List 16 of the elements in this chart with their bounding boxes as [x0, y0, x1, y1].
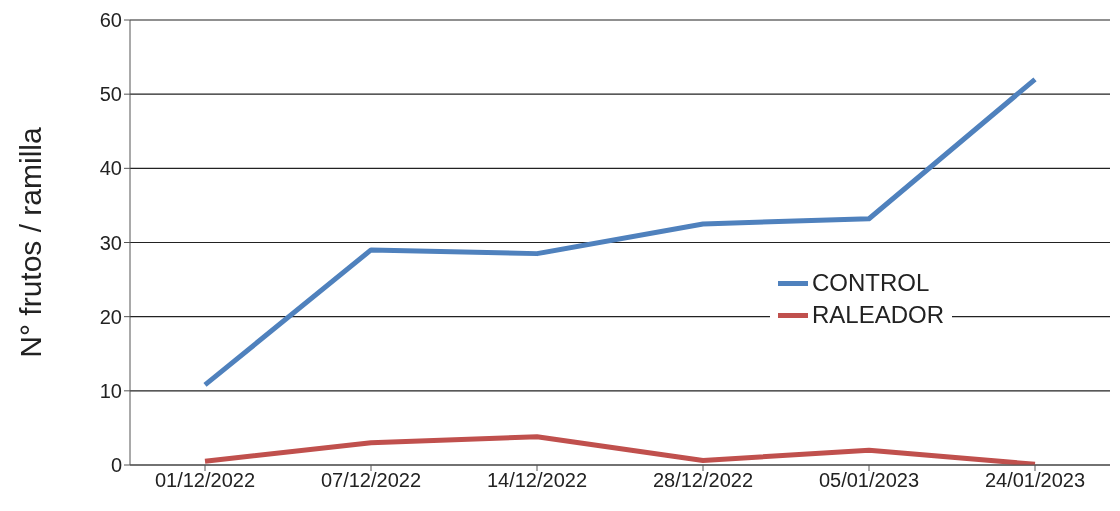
- legend-label: CONTROL: [812, 268, 930, 298]
- y-tick-label: 30: [99, 231, 122, 254]
- x-tick-label: 14/12/2022: [486, 469, 588, 492]
- y-tick-label: 60: [99, 9, 122, 32]
- y-tick-label: 40: [99, 157, 122, 180]
- x-tick-label: 07/12/2022: [320, 469, 422, 492]
- y-tick-label: 0: [110, 454, 122, 477]
- x-tick-label: 01/12/2022: [154, 469, 256, 492]
- y-axis-title: N° frutos / ramilla: [13, 127, 47, 358]
- x-tick-label: 28/12/2022: [652, 469, 754, 492]
- y-tick-label: 10: [99, 379, 122, 402]
- x-tick-label: 24/01/2023: [984, 469, 1086, 492]
- legend-label: RALEADOR: [812, 300, 945, 330]
- x-tick-label: 05/01/2023: [818, 469, 920, 492]
- y-tick-label: 20: [99, 305, 122, 328]
- y-tick-label: 50: [99, 83, 122, 106]
